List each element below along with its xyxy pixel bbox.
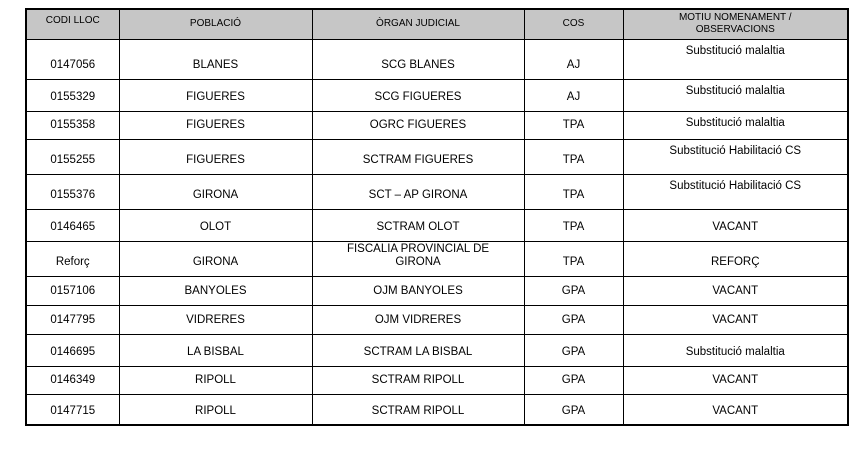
cell-codi: 0147056 <box>25 38 120 80</box>
document-page: CODI LLOC POBLACIÓ ÒRGAN JUDICIAL COS MOTIU … <box>25 8 849 426</box>
cell-poblacio: RIPOLL <box>118 393 313 426</box>
cell-cos: GPA <box>523 365 624 395</box>
cell-motiu: Substitució malaltia <box>622 38 849 80</box>
cell-poblacio: OLOT <box>118 208 313 242</box>
table-row: 0155358 FIGUERES OGRC FIGUERES TPA Substituc… <box>25 110 849 140</box>
cell-organ: SCG FIGUERES <box>311 78 525 112</box>
table-row: 0147795 VIDRERES OJM VIDRERES GPA VACANT <box>25 304 849 335</box>
cell-organ: SCG BLANES <box>311 38 525 80</box>
cell-poblacio: GIRONA <box>118 240 313 277</box>
cell-cos: GPA <box>523 393 624 426</box>
table-row: 0147715 RIPOLL SCTRAM RIPOLL GPA VACANT <box>25 393 849 426</box>
cell-motiu: Substitució malaltia <box>622 110 849 140</box>
cell-codi: Reforç <box>25 240 120 277</box>
table-row: 0155376 GIRONA SCT – AP GIRONA TPA Substituc… <box>25 173 849 210</box>
cell-cos: TPA <box>523 240 624 277</box>
cell-cos: GPA <box>523 275 624 306</box>
cell-cos: TPA <box>523 173 624 210</box>
cell-motiu: VACANT <box>622 208 849 242</box>
cell-cos: AJ <box>523 38 624 80</box>
table-row: 0146349 RIPOLL SCTRAM RIPOLL GPA VACANT <box>25 365 849 395</box>
cell-codi: 0146695 <box>25 333 120 367</box>
cell-motiu: VACANT <box>622 393 849 426</box>
cell-cos: TPA <box>523 110 624 140</box>
cell-motiu: Substitució Habilitació CS <box>622 173 849 210</box>
cell-codi: 0146465 <box>25 208 120 242</box>
cell-motiu: VACANT <box>622 365 849 395</box>
table-body: 0147056 BLANES SCG BLANES AJ Substitució mal… <box>25 38 849 426</box>
cell-organ: OJM BANYOLES <box>311 275 525 306</box>
column-header-cos: COS <box>523 8 624 40</box>
cell-poblacio: BLANES <box>118 38 313 80</box>
table-header: CODI LLOC POBLACIÓ ÒRGAN JUDICIAL COS MOTIU … <box>25 8 849 40</box>
cell-poblacio: FIGUERES <box>118 78 313 112</box>
cell-poblacio: GIRONA <box>118 173 313 210</box>
cell-organ: SCTRAM LA BISBAL <box>311 333 525 367</box>
cell-organ: SCTRAM FIGUERES <box>311 138 525 175</box>
cell-poblacio: BANYOLES <box>118 275 313 306</box>
cell-poblacio: FIGUERES <box>118 110 313 140</box>
cell-poblacio: VIDRERES <box>118 304 313 335</box>
cell-motiu: REFORÇ <box>622 240 849 277</box>
cell-poblacio: RIPOLL <box>118 365 313 395</box>
cell-motiu: VACANT <box>622 304 849 335</box>
cell-motiu: VACANT <box>622 275 849 306</box>
cell-cos: GPA <box>523 333 624 367</box>
cell-motiu: Substitució malaltia <box>622 333 849 367</box>
cell-cos: AJ <box>523 78 624 112</box>
cell-codi: 0155376 <box>25 173 120 210</box>
cell-codi: 0155255 <box>25 138 120 175</box>
table-row: 0146695 LA BISBAL SCTRAM LA BISBAL GPA Subst… <box>25 333 849 367</box>
cell-codi: 0157106 <box>25 275 120 306</box>
cell-organ: SCTRAM RIPOLL <box>311 365 525 395</box>
cell-codi: 0155358 <box>25 110 120 140</box>
table-row: Reforç GIRONA FISCALIA PROVINCIAL DE GIRON… <box>25 240 849 277</box>
cell-organ: SCTRAM OLOT <box>311 208 525 242</box>
cell-cos: TPA <box>523 138 624 175</box>
column-header-poblacio: POBLACIÓ <box>118 8 313 40</box>
table-row: 0155255 FIGUERES SCTRAM FIGUERES TPA Substit… <box>25 138 849 175</box>
cell-codi: 0146349 <box>25 365 120 395</box>
cell-organ: FISCALIA PROVINCIAL DE GIRONA <box>311 240 525 277</box>
cell-cos: TPA <box>523 208 624 242</box>
column-header-codi: CODI LLOC <box>25 8 120 40</box>
table-row: 0157106 BANYOLES OJM BANYOLES GPA VACANT <box>25 275 849 306</box>
cell-organ: OJM VIDRERES <box>311 304 525 335</box>
table-row: 0155329 FIGUERES SCG FIGUERES AJ Substitució… <box>25 78 849 112</box>
cell-organ: OGRC FIGUERES <box>311 110 525 140</box>
table-row: 0146465 OLOT SCTRAM OLOT TPA VACANT <box>25 208 849 242</box>
cell-poblacio: FIGUERES <box>118 138 313 175</box>
cell-motiu: Substitució malaltia <box>622 78 849 112</box>
cell-organ: SCT – AP GIRONA <box>311 173 525 210</box>
cell-organ: SCTRAM RIPOLL <box>311 393 525 426</box>
judicial-posts-table: CODI LLOC POBLACIÓ ÒRGAN JUDICIAL COS MOTIU … <box>25 8 849 426</box>
column-header-motiu: MOTIU NOMENAMENT / OBSERVACIONS <box>622 8 849 40</box>
table-row: 0147056 BLANES SCG BLANES AJ Substitució mal… <box>25 38 849 80</box>
cell-poblacio: LA BISBAL <box>118 333 313 367</box>
column-header-organ: ÒRGAN JUDICIAL <box>311 8 525 40</box>
cell-motiu: Substitució Habilitació CS <box>622 138 849 175</box>
cell-codi: 0147715 <box>25 393 120 426</box>
cell-codi: 0155329 <box>25 78 120 112</box>
cell-codi: 0147795 <box>25 304 120 335</box>
header-row: CODI LLOC POBLACIÓ ÒRGAN JUDICIAL COS MOTIU … <box>25 8 849 40</box>
cell-cos: GPA <box>523 304 624 335</box>
